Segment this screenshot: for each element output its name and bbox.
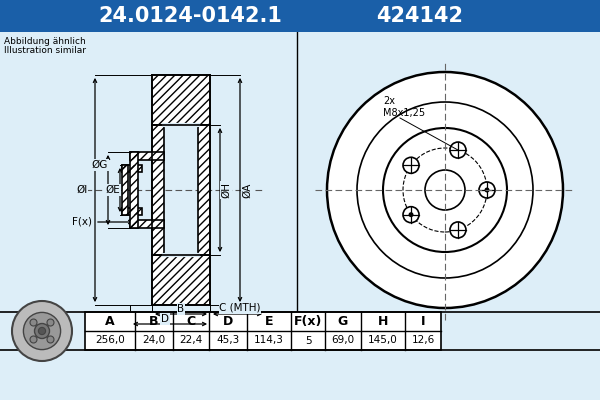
Text: I: I [421, 315, 425, 328]
Text: D: D [161, 314, 169, 324]
Bar [152, 75, 210, 125]
Bar [130, 152, 138, 228]
Bar [122, 208, 142, 215]
Text: A: A [105, 315, 115, 328]
Circle shape [23, 312, 61, 350]
Bar [130, 152, 138, 228]
Text: 24,0: 24,0 [142, 336, 166, 346]
Bar [130, 152, 164, 160]
Circle shape [12, 301, 72, 361]
Bar [198, 125, 210, 255]
Text: B: B [149, 315, 159, 328]
Text: D: D [223, 315, 233, 328]
Circle shape [30, 319, 37, 326]
Circle shape [357, 102, 533, 278]
Text: C: C [187, 315, 196, 328]
Circle shape [47, 336, 54, 343]
Bar [122, 165, 128, 215]
Text: ØI: ØI [76, 185, 88, 195]
Text: C (MTH): C (MTH) [219, 303, 261, 313]
Text: 69,0: 69,0 [331, 336, 355, 346]
Bar [152, 255, 210, 305]
Text: 22,4: 22,4 [179, 336, 203, 346]
Text: 424142: 424142 [377, 6, 464, 26]
Text: F(x): F(x) [72, 217, 92, 227]
Bar [152, 125, 164, 255]
Circle shape [35, 324, 49, 338]
Circle shape [425, 170, 465, 210]
Text: 24.0124-0142.1: 24.0124-0142.1 [98, 6, 282, 26]
Bar [122, 165, 128, 215]
Text: E: E [265, 315, 273, 328]
Bar [152, 255, 210, 305]
Text: 12,6: 12,6 [412, 336, 434, 346]
Text: 256,0: 256,0 [95, 336, 125, 346]
Text: Abbildung ähnlich: Abbildung ähnlich [4, 37, 86, 46]
Circle shape [403, 207, 419, 223]
Bar [0, 0, 600, 32]
Circle shape [30, 336, 37, 343]
Bar [130, 220, 164, 228]
Text: H: H [378, 315, 388, 328]
Text: ØA: ØA [242, 182, 252, 198]
Bar [130, 152, 164, 160]
Text: 145,0: 145,0 [368, 336, 398, 346]
Bar [122, 165, 142, 172]
Bar [130, 220, 164, 228]
Text: ØE: ØE [106, 185, 121, 195]
Bar [198, 125, 210, 255]
Circle shape [450, 142, 466, 158]
Circle shape [38, 327, 46, 334]
Circle shape [485, 188, 490, 192]
Circle shape [450, 222, 466, 238]
Circle shape [409, 212, 413, 217]
Text: 2x
M8x1,25: 2x M8x1,25 [383, 96, 425, 118]
Circle shape [327, 72, 563, 308]
Text: B: B [178, 304, 185, 314]
Bar [122, 208, 142, 215]
Text: 5: 5 [305, 336, 311, 346]
Circle shape [383, 128, 507, 252]
Circle shape [479, 182, 495, 198]
Bar [152, 75, 210, 125]
Text: 114,3: 114,3 [254, 336, 284, 346]
Text: G: G [338, 315, 348, 328]
Bar [152, 125, 164, 255]
Text: 45,3: 45,3 [217, 336, 239, 346]
Bar [122, 165, 142, 172]
Circle shape [403, 157, 419, 173]
Bar [85, 312, 441, 350]
Circle shape [47, 319, 54, 326]
Text: F(x): F(x) [294, 315, 322, 328]
Text: Illustration similar: Illustration similar [4, 46, 86, 55]
Text: ØH: ØH [221, 182, 231, 198]
Text: ØG: ØG [92, 160, 108, 170]
